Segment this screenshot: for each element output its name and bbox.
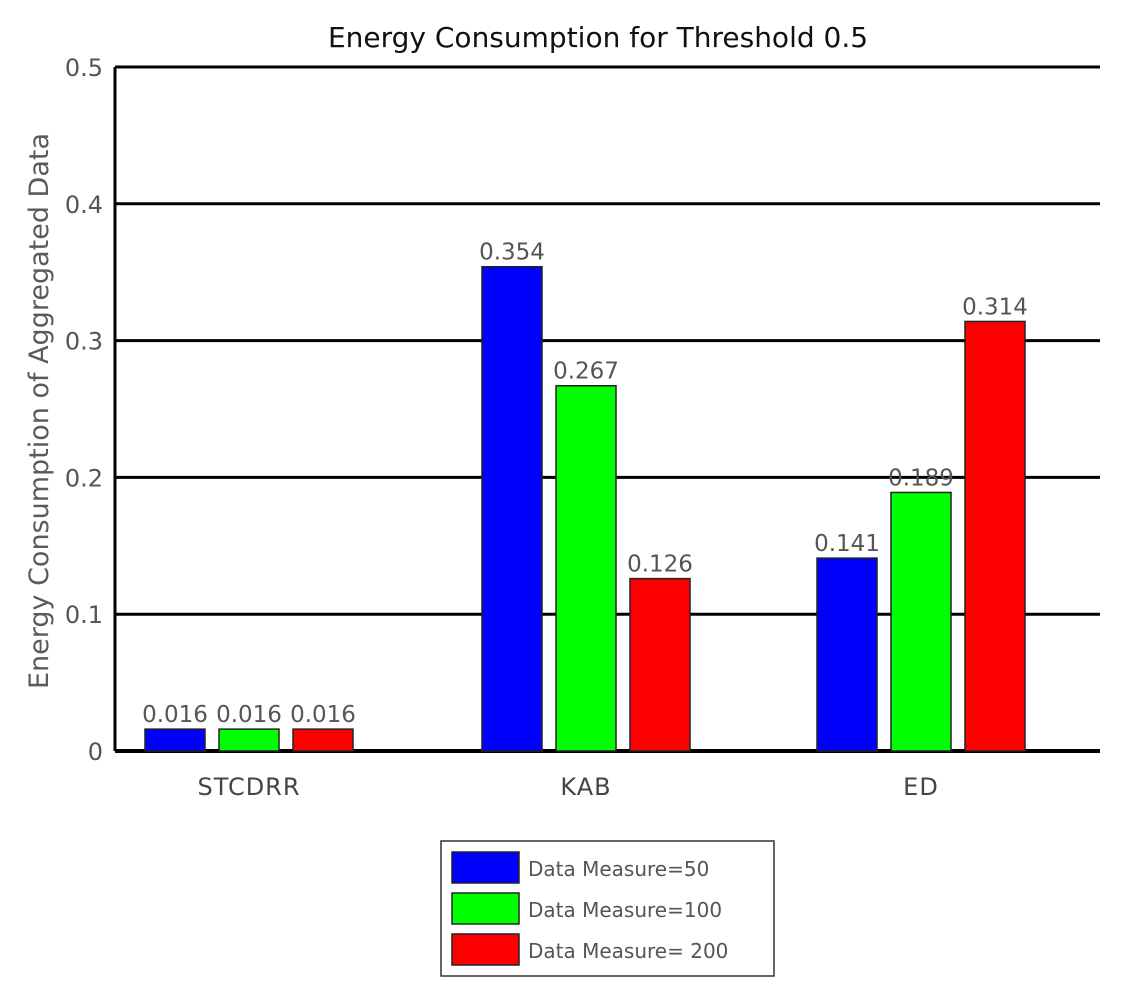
axes: 0 0.1 0.2 0.3 0.4 0.5 STCDRR KAB ED	[65, 54, 939, 801]
bar	[964, 320, 1026, 752]
bars	[144, 265, 1026, 752]
bar	[816, 557, 878, 752]
bar	[218, 728, 280, 752]
data-label: 0.126	[627, 552, 693, 578]
y-tick-label: 0.4	[65, 191, 103, 219]
legend-label: Data Measure=100	[528, 898, 722, 922]
y-axis-label: Energy Consumption of Aggregated Data	[24, 133, 55, 689]
data-labels: 0.016 0.016 0.016 0.354 0.267 0.126 0.141 0.189…	[142, 240, 1028, 728]
legend: Data Measure=50 Data Measure=100 Data Meas…	[440, 840, 775, 977]
bar	[629, 577, 691, 752]
y-tick-label: 0	[88, 738, 103, 766]
legend-swatch	[451, 851, 520, 884]
bar	[292, 728, 354, 752]
data-label: 0.016	[216, 702, 282, 728]
legend-label: Data Measure= 200	[528, 939, 728, 963]
x-tick-label: ED	[903, 773, 939, 801]
data-label: 0.189	[888, 465, 954, 491]
legend-label: Data Measure=50	[528, 857, 709, 881]
bar	[890, 491, 952, 752]
legend-swatch	[451, 933, 520, 966]
chart-title: Energy Consumption for Threshold 0.5	[328, 21, 868, 54]
x-tick-label: KAB	[560, 773, 611, 801]
data-label: 0.141	[814, 531, 880, 557]
y-tick-label: 0.1	[65, 601, 103, 629]
legend-swatch	[451, 892, 520, 925]
bar	[555, 384, 617, 752]
data-label: 0.314	[962, 294, 1028, 320]
y-tick-label: 0.3	[65, 328, 103, 356]
y-tick-label: 0.5	[65, 54, 103, 82]
bar	[144, 728, 206, 752]
data-label: 0.354	[479, 240, 545, 266]
x-tick-label: STCDRR	[197, 773, 300, 801]
bar	[481, 265, 543, 752]
data-label: 0.016	[290, 702, 356, 728]
data-label: 0.267	[553, 359, 619, 385]
data-label: 0.016	[142, 702, 208, 728]
y-tick-label: 0.2	[65, 464, 103, 492]
